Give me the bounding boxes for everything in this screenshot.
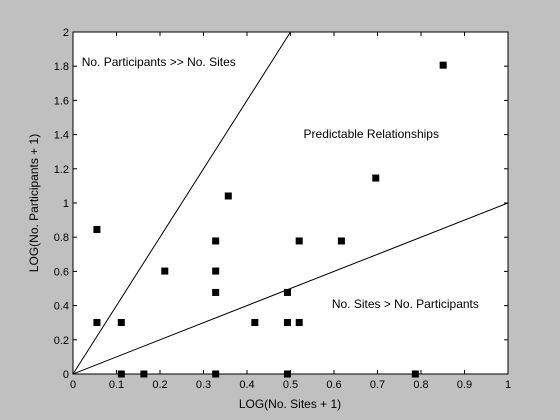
data-point-14 [283, 319, 291, 327]
data-point-1 [93, 226, 101, 234]
plot-area [72, 31, 509, 375]
annotation-3: No. Sites > No. Participants [332, 297, 479, 311]
x-tick-label: 1 [505, 379, 511, 391]
data-point-7 [212, 237, 220, 245]
x-tick-label: 0.5 [283, 379, 298, 391]
y-tick-label: 1.8 [54, 61, 69, 73]
x-tick-label: 0.2 [152, 379, 167, 391]
data-point-18 [337, 237, 345, 245]
x-tick-label: 0.1 [109, 379, 124, 391]
data-point-5 [140, 370, 148, 378]
y-tick-label: 0.8 [54, 232, 69, 244]
y-tick-label: 1.2 [54, 164, 69, 176]
data-point-4 [117, 370, 125, 378]
x-tick-label: 0 [70, 379, 76, 391]
annotation-2: Predictable Relationships [304, 127, 439, 141]
y-tick-label: 0.4 [54, 301, 69, 313]
data-point-6 [161, 267, 169, 275]
data-point-13 [283, 288, 291, 296]
data-point-3 [117, 319, 125, 327]
data-point-17 [295, 319, 303, 327]
data-point-21 [439, 61, 447, 69]
x-tick-label: 0.9 [457, 379, 472, 391]
data-point-9 [212, 288, 220, 296]
y-tick-label: 0 [63, 369, 69, 381]
y-tick-label: 1.6 [54, 95, 69, 107]
reference-lines [73, 32, 508, 374]
x-tick-label: 0.8 [413, 379, 428, 391]
y-axis-label: LOG(No. Participants + 1) [27, 134, 41, 272]
y-tick-label: 1 [63, 198, 69, 210]
x-tick-label: 0.4 [239, 379, 254, 391]
data-points [93, 61, 447, 378]
x-tick-label: 0.6 [326, 379, 341, 391]
data-point-12 [251, 319, 259, 327]
x-axis-ticks: 0 0.1 0.2 0.3 0.4 0.5 0.6 0.7 0.8 0.9 1 [70, 32, 511, 391]
data-point-10 [212, 370, 220, 378]
data-point-2 [93, 319, 101, 327]
y-tick-label: 0.2 [54, 335, 69, 347]
data-point-11 [224, 192, 232, 200]
y-axis-ticks: 0 0.2 0.4 0.6 0.8 1 1.2 1.4 1.6 1.8 2 [54, 27, 508, 381]
data-point-16 [295, 237, 303, 245]
data-point-15 [283, 370, 291, 378]
annotations: No. Participants >> No. Sites Predictable… [82, 55, 479, 311]
y-tick-label: 2 [63, 27, 69, 39]
y-tick-label: 0.6 [54, 266, 69, 278]
reference-line-2 [73, 202, 508, 374]
data-point-19 [372, 174, 380, 182]
data-point-20 [411, 370, 419, 378]
x-tick-label: 0.3 [196, 379, 211, 391]
data-point-8 [212, 267, 220, 275]
y-tick-label: 1.4 [54, 130, 69, 142]
x-tick-label: 0.7 [370, 379, 385, 391]
x-axis-label: LOG(No. Sites + 1) [239, 397, 341, 411]
annotation-1: No. Participants >> No. Sites [82, 55, 236, 69]
reference-line-1 [73, 32, 291, 374]
